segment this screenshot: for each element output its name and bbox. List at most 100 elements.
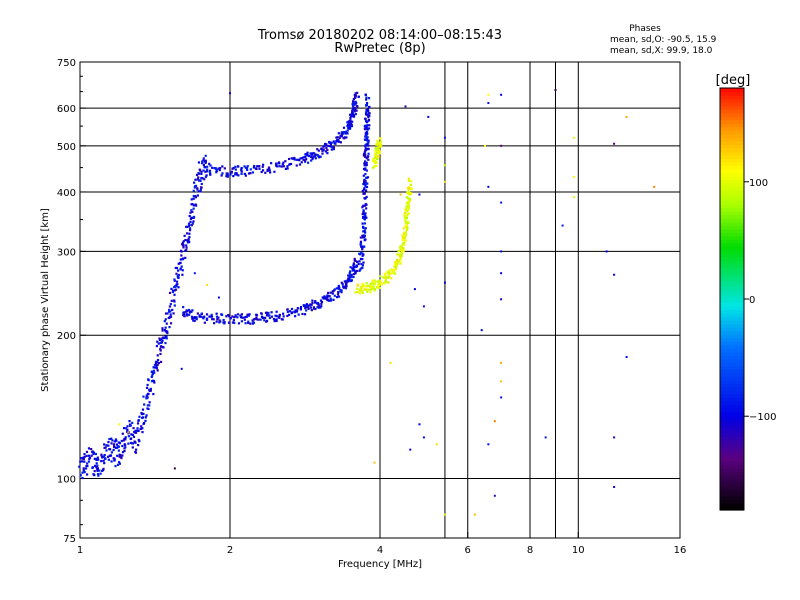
trace-point xyxy=(114,464,117,468)
trace-point xyxy=(152,369,155,372)
trace-point xyxy=(150,380,154,383)
scatter-point xyxy=(399,193,402,196)
trace-point xyxy=(173,300,176,303)
trace-point xyxy=(133,430,136,434)
trace-point xyxy=(239,314,242,317)
trace-point xyxy=(317,304,320,308)
trace-point xyxy=(364,145,367,148)
trace-point xyxy=(304,153,307,156)
trace-point xyxy=(204,170,207,173)
colorbar-segment xyxy=(720,323,744,328)
trace-point xyxy=(177,269,180,272)
trace-point xyxy=(408,187,411,190)
trace-point xyxy=(142,395,145,398)
trace-point xyxy=(403,216,407,219)
trace-point xyxy=(281,318,284,321)
trace-point xyxy=(196,194,200,197)
trace-point xyxy=(351,120,354,123)
trace-point xyxy=(144,416,147,419)
trace-point xyxy=(361,282,364,285)
trace-point xyxy=(369,282,372,285)
colorbar-segment xyxy=(720,123,744,128)
trace-point xyxy=(358,292,362,295)
trace-point xyxy=(170,287,173,291)
trace-point xyxy=(208,315,211,318)
colorbar-segment xyxy=(720,130,744,135)
trace-point xyxy=(371,281,374,285)
trace-point xyxy=(92,452,95,456)
trace-point xyxy=(399,245,402,249)
trace-point xyxy=(244,166,247,169)
trace-point xyxy=(197,176,200,179)
scatter-point xyxy=(427,115,430,118)
trace-point xyxy=(388,275,391,278)
trace-point xyxy=(182,311,185,314)
trace-point xyxy=(257,318,260,321)
trace-point xyxy=(277,316,280,319)
trace-point xyxy=(135,431,138,434)
trace-point xyxy=(363,168,367,171)
trace-point xyxy=(340,289,343,292)
trace-point xyxy=(182,240,185,243)
trace-point xyxy=(325,143,328,146)
trace-point xyxy=(152,392,155,396)
trace-point xyxy=(294,309,297,312)
trace-point xyxy=(195,318,198,321)
scatter-point xyxy=(500,93,503,96)
trace-point xyxy=(120,439,123,443)
trace-point xyxy=(347,126,350,130)
trace-point xyxy=(153,381,156,384)
trace-point xyxy=(363,229,366,232)
trace-point xyxy=(405,216,408,220)
trace-point xyxy=(200,172,203,175)
trace-point xyxy=(188,240,191,244)
trace-point xyxy=(399,256,402,259)
colorbar-segment xyxy=(720,425,744,430)
trace-point xyxy=(403,214,406,217)
trace-point xyxy=(156,340,159,343)
trace-point xyxy=(244,174,247,177)
trace-point xyxy=(361,291,364,295)
trace-point xyxy=(309,303,312,306)
trace-point xyxy=(363,234,366,237)
trace-point xyxy=(401,242,405,245)
trace-point xyxy=(255,167,258,171)
trace-point xyxy=(219,320,222,323)
colorbar-segment xyxy=(720,207,744,212)
trace-point xyxy=(96,469,99,472)
trace-point xyxy=(402,235,405,238)
trace-point xyxy=(394,264,398,267)
colorbar-segment xyxy=(720,179,744,184)
trace-point xyxy=(141,431,144,434)
trace-point xyxy=(268,316,272,320)
trace-point xyxy=(351,103,354,106)
trace-point xyxy=(361,285,364,288)
trace-point xyxy=(165,337,168,340)
trace-point xyxy=(333,294,336,297)
trace-point xyxy=(126,425,129,428)
trace-point xyxy=(360,251,363,254)
trace-point xyxy=(105,444,108,447)
trace-point xyxy=(145,386,149,389)
trace-point xyxy=(198,314,201,317)
trace-point xyxy=(91,450,94,453)
trace-point xyxy=(386,281,389,284)
scatter-point xyxy=(487,93,490,96)
trace-point xyxy=(314,301,317,304)
trace-point xyxy=(364,120,368,123)
trace-point xyxy=(281,163,284,166)
trace-point xyxy=(273,170,276,173)
trace-point xyxy=(116,454,119,457)
trace-point xyxy=(311,153,314,156)
trace-point xyxy=(286,167,289,170)
trace-point xyxy=(362,226,365,229)
trace-point xyxy=(161,336,164,340)
trace-point xyxy=(314,157,317,160)
trace-point xyxy=(186,232,189,235)
trace-point xyxy=(189,220,192,223)
colorbar-segment xyxy=(720,471,744,476)
trace-point xyxy=(240,166,243,170)
trace-point xyxy=(136,427,139,430)
trace-point xyxy=(175,266,179,270)
trace-point xyxy=(390,277,393,280)
